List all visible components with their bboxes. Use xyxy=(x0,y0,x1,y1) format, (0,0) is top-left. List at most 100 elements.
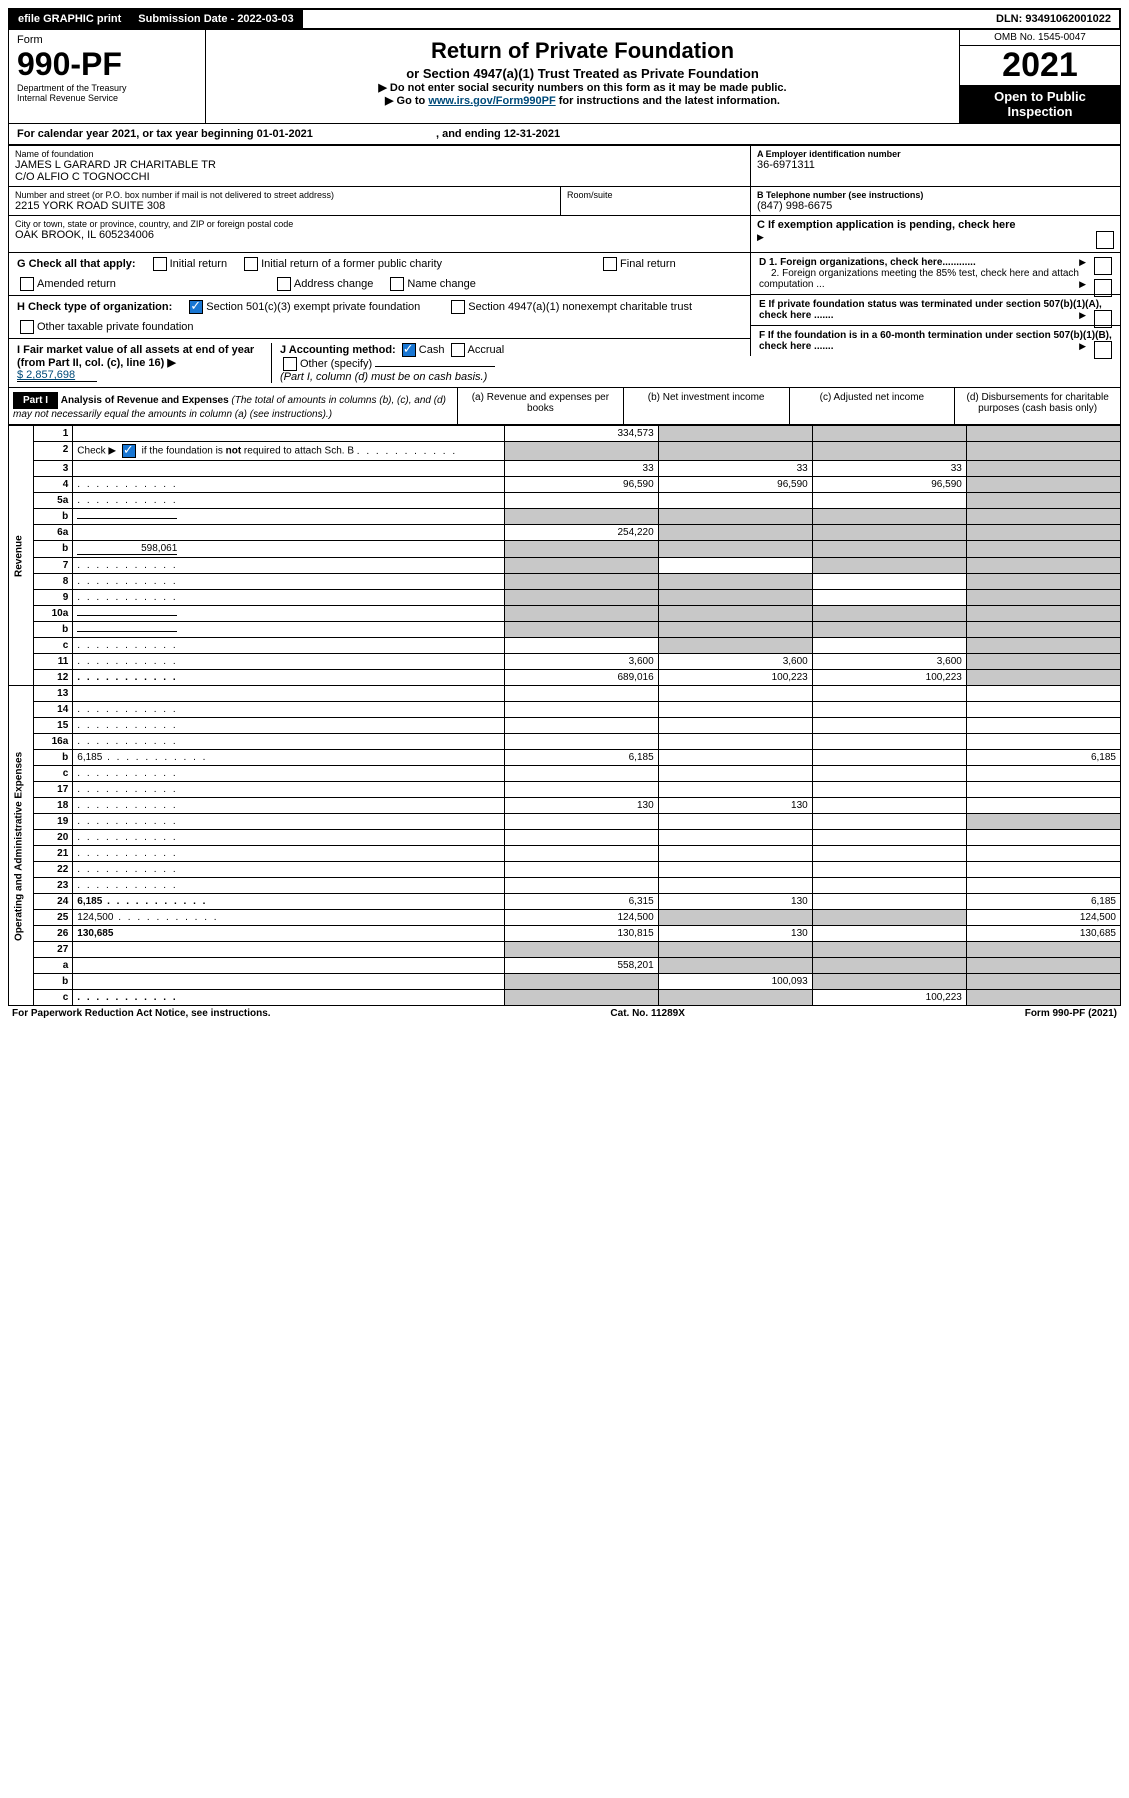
revenue-side-label: Revenue xyxy=(9,426,34,686)
cell-c xyxy=(812,974,966,990)
cell-b xyxy=(658,525,812,541)
line-number: a xyxy=(34,958,73,974)
line-description xyxy=(73,734,504,750)
cell-b xyxy=(658,509,812,525)
line-number: 16a xyxy=(34,734,73,750)
h-4947[interactable] xyxy=(451,300,465,314)
cell-a: 130 xyxy=(504,798,658,814)
cell-d xyxy=(966,509,1120,525)
col-c-header: (c) Adjusted net income xyxy=(790,388,956,424)
line-description xyxy=(73,814,504,830)
line-description: 598,061 xyxy=(73,541,504,558)
g-amended[interactable] xyxy=(20,277,34,291)
cell-b: 130 xyxy=(658,926,812,942)
form-title: Return of Private Foundation xyxy=(212,38,953,64)
j-cash[interactable] xyxy=(402,343,416,357)
g-address[interactable] xyxy=(277,277,291,291)
sch-b-checkbox[interactable] xyxy=(122,444,136,458)
line-description xyxy=(73,461,504,477)
table-row: 496,59096,59096,590 xyxy=(9,477,1121,493)
cell-b: 100,223 xyxy=(658,670,812,686)
table-row: 15 xyxy=(9,718,1121,734)
d2-checkbox[interactable] xyxy=(1094,279,1112,297)
cell-d xyxy=(966,558,1120,574)
line-number: 2 xyxy=(34,442,73,461)
line-number: c xyxy=(34,990,73,1006)
cell-d xyxy=(966,782,1120,798)
line-number: 1 xyxy=(34,426,73,442)
cell-d xyxy=(966,862,1120,878)
cell-d: 6,185 xyxy=(966,894,1120,910)
cell-d xyxy=(966,442,1120,461)
f-checkbox[interactable] xyxy=(1094,341,1112,359)
cell-a: 334,573 xyxy=(504,426,658,442)
i-value-link[interactable]: $ 2,857,698 xyxy=(17,369,97,382)
tax-year: 2021 xyxy=(960,46,1120,85)
cell-d xyxy=(966,734,1120,750)
efile-btn[interactable]: efile GRAPHIC print xyxy=(10,10,130,28)
cell-a xyxy=(504,846,658,862)
line-description xyxy=(73,509,504,525)
cell-d xyxy=(966,622,1120,638)
g-initial-former[interactable] xyxy=(244,257,258,271)
line-description xyxy=(73,477,504,493)
cell-c xyxy=(812,590,966,606)
j-other[interactable] xyxy=(283,357,297,371)
table-row: 246,1856,3151306,185 xyxy=(9,894,1121,910)
table-row: Revenue1334,573 xyxy=(9,426,1121,442)
cell-a xyxy=(504,862,658,878)
line-number: 19 xyxy=(34,814,73,830)
cell-d xyxy=(966,686,1120,702)
h-other[interactable] xyxy=(20,320,34,334)
c-checkbox[interactable] xyxy=(1096,231,1114,249)
cell-c xyxy=(812,493,966,509)
j-label: J Accounting method: xyxy=(280,344,396,356)
g-final[interactable] xyxy=(603,257,617,271)
calendar-year-row: For calendar year 2021, or tax year begi… xyxy=(8,124,1121,145)
table-row: 8 xyxy=(9,574,1121,590)
line-description xyxy=(73,878,504,894)
cell-d xyxy=(966,718,1120,734)
cell-a: 3,600 xyxy=(504,654,658,670)
cell-a xyxy=(504,606,658,622)
cell-a: 6,315 xyxy=(504,894,658,910)
expenses-side-label: Operating and Administrative Expenses xyxy=(9,686,34,1006)
line-description xyxy=(73,846,504,862)
cell-b xyxy=(658,942,812,958)
cell-d: 6,185 xyxy=(966,750,1120,766)
line-description xyxy=(73,670,504,686)
submission-date: Submission Date - 2022-03-03 xyxy=(130,10,302,28)
cell-c xyxy=(812,942,966,958)
d1-checkbox[interactable] xyxy=(1094,257,1112,275)
line-number: 7 xyxy=(34,558,73,574)
line-number: c xyxy=(34,638,73,654)
line-number: 8 xyxy=(34,574,73,590)
cell-b xyxy=(658,426,812,442)
cell-b: 33 xyxy=(658,461,812,477)
cell-c xyxy=(812,926,966,942)
part-i-table: Revenue1334,5732Check ▶ if the foundatio… xyxy=(8,425,1121,1006)
line-number: 27 xyxy=(34,942,73,958)
cell-d xyxy=(966,590,1120,606)
line-number: b xyxy=(34,750,73,766)
irs: Internal Revenue Service xyxy=(17,93,197,103)
cell-d: 130,685 xyxy=(966,926,1120,942)
line-number: 11 xyxy=(34,654,73,670)
dln: DLN: 93491062001022 xyxy=(988,10,1119,28)
h-501c3[interactable] xyxy=(189,300,203,314)
line-description xyxy=(73,622,504,638)
line-number: c xyxy=(34,766,73,782)
j-accrual[interactable] xyxy=(451,343,465,357)
table-row: 23 xyxy=(9,878,1121,894)
form990pf-link[interactable]: www.irs.gov/Form990PF xyxy=(428,95,555,107)
cell-b xyxy=(658,686,812,702)
line-description xyxy=(73,942,504,958)
cell-c xyxy=(812,814,966,830)
g-name[interactable] xyxy=(390,277,404,291)
cell-b xyxy=(658,442,812,461)
phone-value: (847) 998-6675 xyxy=(757,200,1114,212)
e-checkbox[interactable] xyxy=(1094,310,1112,328)
footer-mid: Cat. No. 11289X xyxy=(610,1008,684,1019)
line-number: b xyxy=(34,974,73,990)
g-initial-return[interactable] xyxy=(153,257,167,271)
